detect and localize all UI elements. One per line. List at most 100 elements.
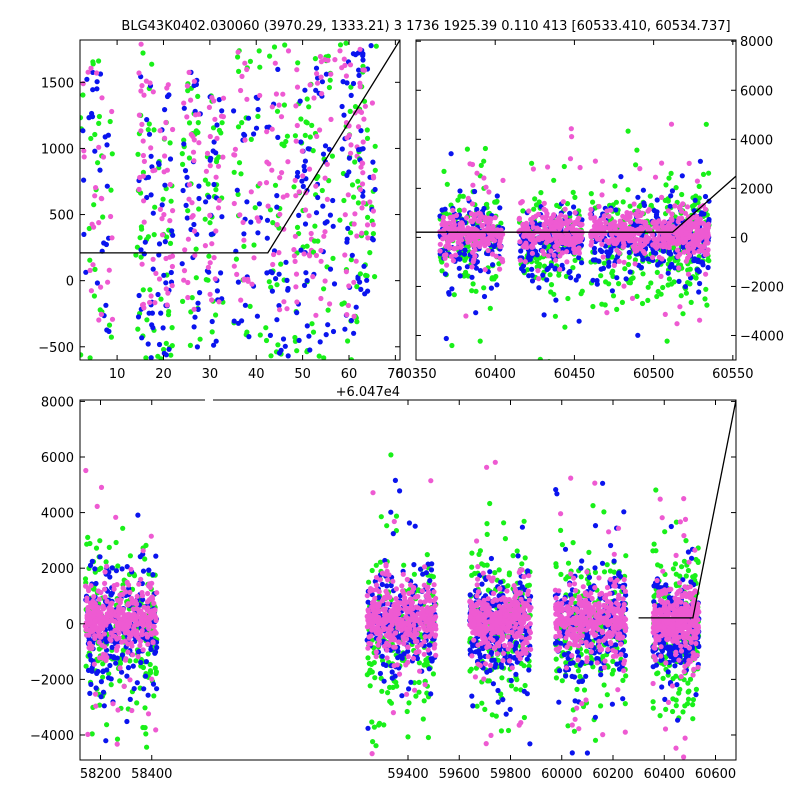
data-point — [298, 247, 304, 253]
data-point — [302, 132, 308, 138]
data-point — [163, 340, 169, 346]
data-point — [211, 255, 217, 261]
data-point — [96, 646, 102, 652]
data-point — [469, 550, 475, 556]
data-point — [322, 143, 329, 149]
data-point — [393, 586, 399, 592]
data-point — [456, 265, 462, 271]
data-point — [87, 562, 94, 569]
data-point — [272, 60, 278, 66]
data-point — [185, 279, 191, 286]
data-point — [488, 234, 494, 240]
data-point — [673, 185, 679, 191]
data-point — [292, 133, 298, 139]
data-point — [479, 213, 485, 219]
data-point — [427, 642, 433, 648]
panel-top-right: 60350 60400 60450 60500 60550−4000−200002000… — [395, 35, 784, 382]
data-point — [552, 244, 558, 250]
data-point — [603, 279, 609, 285]
data-point — [414, 631, 420, 637]
data-point — [365, 214, 371, 220]
data-point — [535, 211, 542, 217]
data-point — [358, 109, 365, 115]
data-point — [102, 134, 108, 140]
data-point — [291, 184, 297, 190]
data-point — [328, 116, 334, 122]
data-point — [507, 706, 513, 713]
data-point — [292, 177, 298, 183]
data-point — [343, 40, 349, 46]
data-point — [481, 293, 488, 300]
data-point — [691, 249, 697, 255]
data-point — [344, 236, 350, 242]
data-point — [104, 142, 110, 148]
data-point — [365, 288, 371, 294]
data-point — [125, 665, 132, 671]
data-point — [486, 678, 492, 684]
data-point — [677, 204, 683, 210]
data-point — [325, 322, 331, 328]
data-point — [293, 138, 299, 144]
axes-frame — [415, 39, 737, 361]
data-point — [87, 355, 93, 360]
data-point — [373, 628, 380, 635]
data-point — [553, 257, 559, 263]
data-point — [109, 151, 115, 157]
data-point — [571, 227, 577, 233]
data-point — [134, 621, 140, 628]
data-point — [163, 286, 169, 292]
data-point — [98, 484, 105, 490]
data-point — [327, 212, 333, 218]
data-point — [219, 214, 225, 220]
data-point — [191, 324, 197, 330]
data-point — [594, 281, 600, 287]
data-point — [136, 70, 142, 76]
data-point — [597, 247, 603, 253]
data-point — [257, 64, 263, 70]
data-point — [348, 357, 354, 360]
data-point — [351, 221, 357, 227]
data-point — [390, 710, 396, 716]
data-point — [231, 169, 237, 175]
data-point — [391, 644, 397, 650]
data-point — [569, 134, 575, 140]
data-point — [213, 187, 219, 193]
data-point — [96, 566, 102, 573]
data-point — [197, 336, 203, 342]
data-point — [384, 523, 390, 529]
data-point — [267, 332, 273, 338]
data-point — [542, 226, 548, 232]
data-point — [645, 297, 651, 303]
data-point — [458, 243, 464, 249]
data-point — [139, 335, 145, 341]
data-point — [130, 600, 136, 606]
data-point — [255, 230, 261, 236]
data-point — [360, 57, 366, 63]
data-point — [216, 97, 222, 103]
data-point — [219, 120, 225, 126]
data-point — [372, 143, 378, 149]
data-point — [529, 272, 535, 278]
data-point — [97, 307, 103, 313]
data-point — [108, 613, 114, 619]
data-point — [424, 552, 430, 558]
data-point — [563, 273, 570, 279]
data-point — [141, 158, 147, 164]
data-point — [540, 214, 546, 220]
data-point — [206, 194, 212, 200]
data-point — [610, 293, 617, 299]
data-point — [405, 648, 411, 654]
data-point — [451, 292, 457, 298]
data-point — [231, 108, 237, 114]
data-point — [364, 222, 371, 228]
data-point — [404, 576, 410, 583]
data-point — [81, 231, 87, 237]
data-point — [92, 635, 98, 642]
data-point — [197, 290, 203, 296]
data-point — [373, 582, 380, 588]
data-point — [397, 488, 403, 494]
data-point — [280, 91, 286, 97]
data-point — [106, 569, 112, 575]
data-point — [462, 257, 468, 263]
data-point — [417, 566, 424, 572]
